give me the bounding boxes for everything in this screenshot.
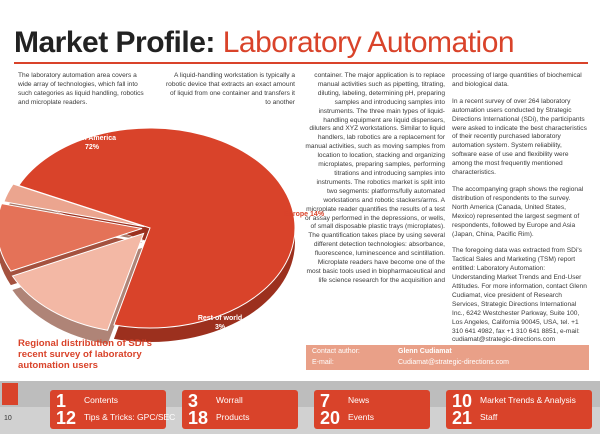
page-title-accent: Laboratory Automation — [222, 26, 515, 59]
col4-paragraph-4: The foregoing data was extracted from SD… — [452, 247, 587, 344]
nav-worrall[interactable]: 3 Worrall — [182, 390, 298, 412]
nav-number: 10 — [452, 391, 473, 411]
page-number: 10 — [4, 415, 12, 422]
slice-name: Europe — [283, 211, 309, 218]
nav-number: 1 — [56, 391, 67, 411]
body-column-2: A liquid-handling workstation is typical… — [163, 72, 295, 116]
slice-value: 14% — [310, 211, 325, 218]
nav-contents[interactable]: 1 Contents — [50, 390, 166, 412]
title-divider — [14, 62, 588, 64]
contact-email-label: E-mail: — [312, 359, 334, 366]
top-rule — [0, 0, 600, 10]
col4-paragraph-1: processing of large quantities of bioche… — [452, 72, 582, 88]
pie-chart — [0, 127, 296, 345]
nav-label: Events — [348, 412, 374, 422]
pie-slice-north-america — [18, 127, 296, 329]
nav-number: 7 — [320, 391, 331, 411]
home-icon[interactable] — [2, 383, 18, 405]
pie-label-north-america: North America 72% — [62, 134, 122, 152]
pie-slices — [0, 127, 296, 331]
pie-label-asia: Asia 11% — [282, 254, 318, 272]
body-column-3: container. The major application is to r… — [305, 72, 445, 294]
pie-slice-asia — [0, 203, 143, 272]
col4-paragraph-3: The accompanying graph shows the regiona… — [452, 185, 584, 238]
slice-value: 11% — [293, 264, 307, 271]
nav-news[interactable]: 7 News — [314, 390, 430, 412]
slice-name: North America — [68, 135, 116, 142]
nav-number: 3 — [188, 391, 199, 411]
contact-box: Contact author: Glenn Cudiamat E-mail: C… — [306, 345, 589, 370]
nav-market-trends[interactable]: 10 Market Trends & Analysis — [446, 390, 592, 412]
nav-label: Contents — [84, 395, 119, 405]
contact-author-label: Contact author: — [312, 348, 360, 355]
pie-label-rest-of-world: Rest of world 3% — [188, 314, 252, 332]
nav-tips-tricks[interactable]: 12 Tips & Tricks: GPC/SEC — [50, 407, 175, 429]
body-column-4: processing of large quantities of bioche… — [452, 72, 588, 353]
nav-staff[interactable]: 21 Staff — [446, 407, 592, 429]
col2-paragraph: A liquid-handling workstation is typical… — [165, 72, 295, 106]
contact-email-value[interactable]: Cudiamat@strategic-directions.com — [398, 359, 509, 366]
nav-products[interactable]: 18 Products — [182, 407, 298, 429]
nav-label: Products — [216, 412, 250, 422]
nav-number: 12 — [56, 408, 77, 428]
nav-number: 18 — [188, 408, 209, 428]
col3-paragraph: container. The major application is to r… — [305, 72, 445, 284]
page-title: Market Profile: Laboratory Automation — [14, 26, 515, 60]
nav-label: News — [348, 395, 370, 405]
pie-slice-europe — [11, 232, 145, 331]
nav-label: Worrall — [216, 395, 243, 405]
chart-caption: Regional distribution of SDi's recent su… — [18, 338, 152, 371]
page-title-main: Market Profile: — [14, 26, 215, 59]
nav-number: 21 — [452, 408, 473, 428]
slice-value: 72% — [84, 144, 99, 151]
contact-author-value: Glenn Cudiamat — [398, 348, 452, 355]
nav-number: 20 — [320, 408, 341, 428]
nav-events[interactable]: 20 Events — [314, 407, 430, 429]
slice-value: 3% — [214, 324, 226, 331]
col1-paragraph: The laboratory automation area covers a … — [18, 72, 144, 106]
nav-label: Tips & Tricks: GPC/SEC — [84, 412, 176, 422]
nav-label: Staff — [480, 412, 498, 422]
col4-paragraph-2: In a recent survey of over 264 laborator… — [452, 97, 587, 177]
slice-name: Asia — [292, 255, 308, 262]
nav-label: Market Trends & Analysis — [480, 395, 576, 405]
pie-label-europe: Europe 14% — [276, 210, 332, 219]
pie-slice-rest-of-world — [3, 183, 145, 228]
body-column-1: The laboratory automation area covers a … — [18, 72, 146, 116]
slice-name: Rest of world — [197, 315, 243, 322]
